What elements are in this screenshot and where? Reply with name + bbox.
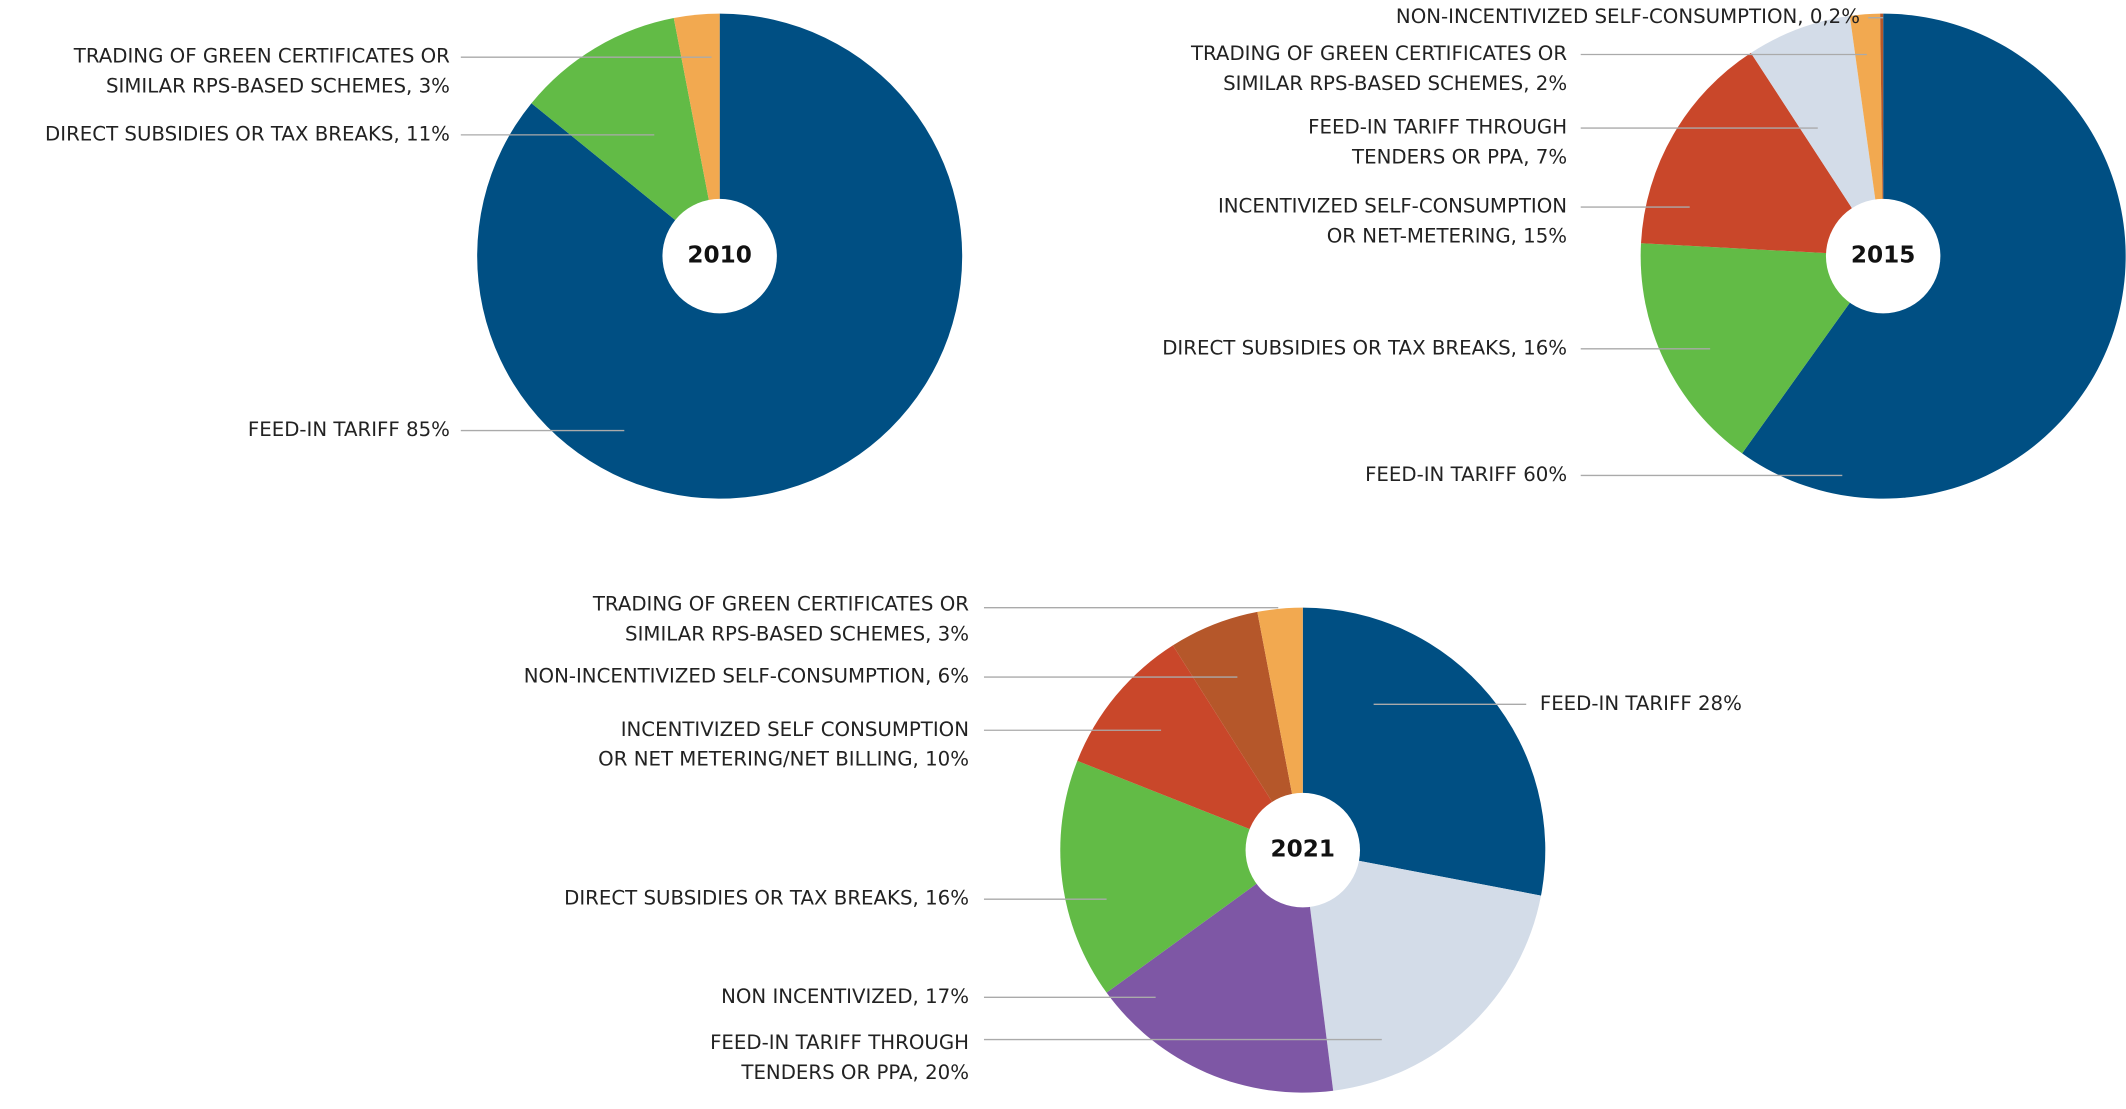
slice-label: FEED-IN TARIFF 85% [248, 418, 450, 441]
slice-label: TRADING OF GREEN CERTIFICATES OR [73, 45, 450, 68]
center-hole [1825, 198, 1941, 314]
slice-label: FEED-IN TARIFF THROUGH [710, 1031, 969, 1054]
slice-label: SIMILAR RPS-BASED SCHEMES, 2% [1223, 72, 1567, 95]
slice-label: FEED-IN TARIFF THROUGH [1308, 116, 1567, 139]
pie-slice [1302, 850, 1541, 1091]
slice-label: TRADING OF GREEN CERTIFICATES OR [1190, 42, 1567, 65]
pie-title: 2010 [687, 243, 751, 269]
slice-label: SIMILAR RPS-BASED SCHEMES, 3% [625, 622, 969, 645]
slice-label: DIRECT SUBSIDIES OR TAX BREAKS, 11% [45, 122, 450, 145]
slice-label: DIRECT SUBSIDIES OR TAX BREAKS, 16% [564, 887, 969, 910]
pie-slice [1640, 243, 1884, 454]
pie-slice [1106, 850, 1334, 1093]
slice-label: DIRECT SUBSIDIES OR TAX BREAKS, 16% [1162, 336, 1567, 359]
pie-slice [1172, 611, 1303, 851]
slice-label: TRADING OF GREEN CERTIFICATES OR [592, 592, 969, 615]
slice-label: FEED-IN TARIFF 28% [1540, 692, 1742, 715]
slice-label: SIMILAR RPS-BASED SCHEMES, 3% [106, 75, 450, 98]
pie-slice [1077, 645, 1303, 851]
pie-slice [1060, 760, 1303, 993]
pie-slice [1750, 15, 1884, 257]
pie-slice [1302, 607, 1546, 896]
slice-label: OR NET METERING/NET BILLING, 10% [598, 748, 969, 771]
slice-label: TENDERS OR PPA, 7% [1351, 146, 1567, 169]
slice-label: FEED-IN TARIFF 60% [1365, 463, 1567, 486]
slice-label: NON-INCENTIVIZED SELF-CONSUMPTION, 6% [524, 665, 969, 688]
center-hole [1245, 792, 1361, 908]
pie-slice [531, 18, 720, 257]
pie-slice [1880, 13, 1884, 257]
pie-title: 2015 [1851, 243, 1915, 269]
pie-slice [1641, 52, 1884, 257]
pie-slice [673, 13, 720, 257]
slice-label: NON-INCENTIVIZED SELF-CONSUMPTION, 0,2% [1396, 5, 1860, 28]
slice-label: INCENTIVIZED SELF CONSUMPTION [621, 718, 969, 741]
slice-label: INCENTIVIZED SELF-CONSUMPTION [1218, 195, 1567, 218]
pie-slice [1849, 13, 1884, 257]
slice-label: OR NET-METERING, 15% [1327, 225, 1567, 248]
pie-slice [1257, 607, 1303, 851]
slice-label: NON INCENTIVIZED, 17% [721, 985, 969, 1008]
slice-label: TENDERS OR PPA, 20% [740, 1061, 969, 1084]
pie-title: 2021 [1271, 837, 1335, 863]
center-hole [662, 198, 777, 314]
